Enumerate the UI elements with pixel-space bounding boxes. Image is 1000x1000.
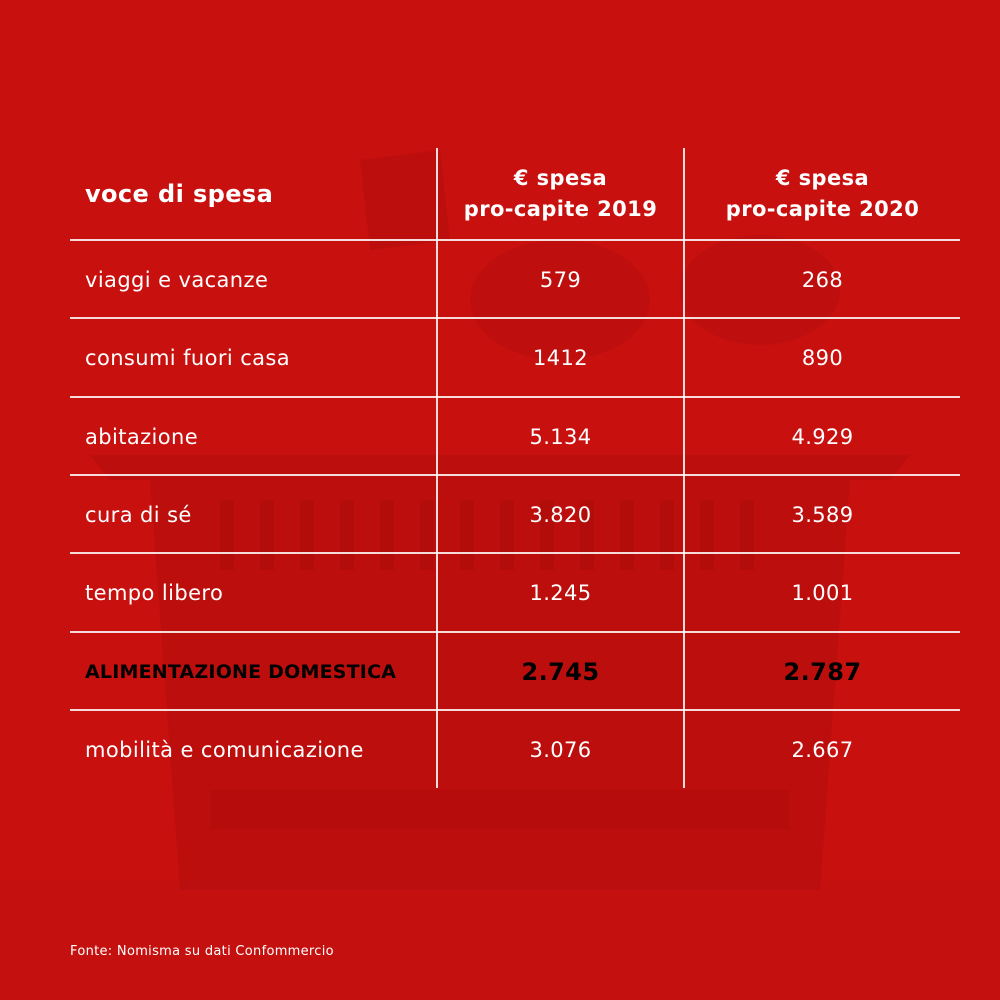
header-2019-line1: € spesa — [513, 166, 608, 190]
row-label: consumi fuori casa — [85, 345, 291, 370]
row-rule — [70, 709, 960, 711]
row-label: ALIMENTAZIONE DOMESTICA — [85, 660, 397, 683]
row-label: cura di sé — [85, 502, 192, 527]
header-2019-line2: pro-capite 2019 — [463, 197, 658, 221]
header-2019: € spesa pro-capite 2019 — [438, 148, 683, 240]
row-label: tempo libero — [85, 580, 224, 605]
row-label: abitazione — [85, 424, 199, 449]
row-rule — [70, 474, 960, 476]
row-label: viaggi e vacanze — [85, 267, 269, 292]
row-rule — [70, 396, 960, 398]
row-value-2020: 2.667 — [791, 737, 854, 762]
row-value-2020: 4.929 — [791, 424, 854, 449]
row-value-2019: 1.245 — [529, 580, 592, 605]
header-2020-line2: pro-capite 2020 — [725, 197, 920, 221]
row-value-2019: 579 — [539, 267, 582, 292]
row-value-2019: 3.076 — [529, 737, 592, 762]
row-value-2020: 890 — [801, 345, 844, 370]
row-value-2019: 5.134 — [529, 424, 592, 449]
row-value-2020: 3.589 — [791, 502, 854, 527]
row-rule — [70, 631, 960, 633]
row-rule — [70, 317, 960, 319]
header-category: voce di spesa — [85, 179, 274, 208]
row-value-2019: 1412 — [532, 345, 589, 370]
row-value-2020: 2.787 — [783, 657, 862, 686]
header-2020: € spesa pro-capite 2020 — [685, 148, 960, 240]
row-label: mobilità e comunicazione — [85, 737, 364, 762]
column-divider-2 — [683, 148, 685, 788]
row-value-2019: 2.745 — [521, 657, 600, 686]
row-value-2020: 1.001 — [791, 580, 854, 605]
row-rule — [70, 552, 960, 554]
column-divider-1 — [436, 148, 438, 788]
header-rule — [70, 239, 960, 241]
row-value-2019: 3.820 — [529, 502, 592, 527]
row-value-2020: 268 — [801, 267, 844, 292]
source-note: Fonte: Nomisma su dati Confommercio — [70, 944, 334, 959]
header-2020-line1: € spesa — [775, 166, 870, 190]
